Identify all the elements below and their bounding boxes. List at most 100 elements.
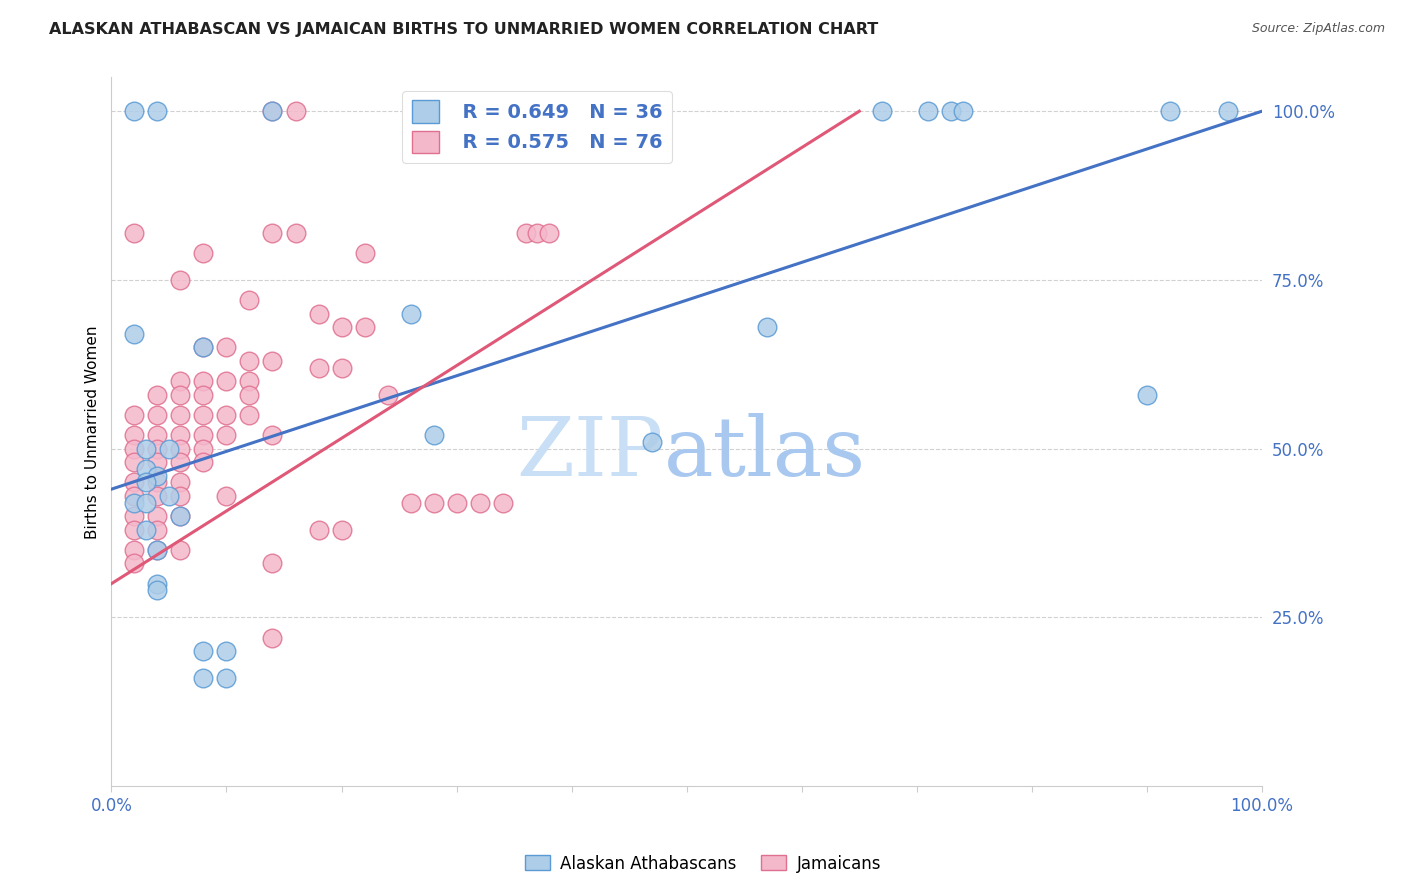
Point xyxy=(446,496,468,510)
Text: Source: ZipAtlas.com: Source: ZipAtlas.com xyxy=(1251,22,1385,36)
Point xyxy=(135,462,157,476)
Text: ALASKAN ATHABASCAN VS JAMAICAN BIRTHS TO UNMARRIED WOMEN CORRELATION CHART: ALASKAN ATHABASCAN VS JAMAICAN BIRTHS TO… xyxy=(49,22,879,37)
Point xyxy=(262,104,284,119)
Point xyxy=(146,428,169,442)
Point xyxy=(641,434,664,449)
Point xyxy=(468,496,491,510)
Point xyxy=(238,354,260,368)
Point xyxy=(238,387,260,401)
Point xyxy=(169,475,191,490)
Point xyxy=(124,455,146,469)
Point xyxy=(308,360,330,375)
Point xyxy=(146,523,169,537)
Point xyxy=(124,509,146,524)
Point xyxy=(308,307,330,321)
Point xyxy=(124,557,146,571)
Point xyxy=(491,496,513,510)
Point xyxy=(146,387,169,401)
Point xyxy=(135,475,157,490)
Point xyxy=(146,509,169,524)
Point xyxy=(157,489,180,503)
Point xyxy=(422,428,444,442)
Point xyxy=(146,104,169,119)
Point xyxy=(872,104,894,119)
Legend: Alaskan Athabascans, Jamaicans: Alaskan Athabascans, Jamaicans xyxy=(519,848,887,880)
Point xyxy=(193,387,215,401)
Point xyxy=(169,408,191,422)
Point xyxy=(169,455,191,469)
Y-axis label: Births to Unmarried Women: Births to Unmarried Women xyxy=(86,325,100,539)
Point xyxy=(146,442,169,456)
Point xyxy=(169,428,191,442)
Point xyxy=(124,523,146,537)
Point xyxy=(169,442,191,456)
Point xyxy=(169,374,191,388)
Point xyxy=(193,428,215,442)
Point xyxy=(146,468,169,483)
Point xyxy=(146,475,169,490)
Point xyxy=(238,374,260,388)
Point xyxy=(917,104,939,119)
Point xyxy=(169,542,191,557)
Point xyxy=(135,442,157,456)
Point xyxy=(124,442,146,456)
Point xyxy=(262,104,284,119)
Point xyxy=(284,226,307,240)
Point xyxy=(169,489,191,503)
Point xyxy=(193,340,215,354)
Point xyxy=(284,104,307,119)
Point xyxy=(262,631,284,645)
Point xyxy=(941,104,963,119)
Point xyxy=(135,496,157,510)
Point xyxy=(169,509,191,524)
Point xyxy=(330,320,353,334)
Point xyxy=(124,428,146,442)
Point xyxy=(124,408,146,422)
Point xyxy=(146,576,169,591)
Point xyxy=(399,307,422,321)
Point xyxy=(1216,104,1239,119)
Point xyxy=(215,644,238,658)
Point xyxy=(146,408,169,422)
Point xyxy=(262,226,284,240)
Point xyxy=(262,557,284,571)
Point xyxy=(146,542,169,557)
Point xyxy=(193,246,215,260)
Point xyxy=(262,428,284,442)
Point xyxy=(193,455,215,469)
Point xyxy=(124,489,146,503)
Text: atlas: atlas xyxy=(664,413,866,493)
Point xyxy=(330,523,353,537)
Point xyxy=(146,455,169,469)
Point xyxy=(135,523,157,537)
Point xyxy=(262,354,284,368)
Point xyxy=(215,374,238,388)
Point xyxy=(238,408,260,422)
Point xyxy=(1136,387,1159,401)
Point xyxy=(238,293,260,308)
Point xyxy=(193,340,215,354)
Point xyxy=(215,340,238,354)
Point xyxy=(515,104,537,119)
Point xyxy=(124,542,146,557)
Point xyxy=(526,226,548,240)
Point xyxy=(193,442,215,456)
Point xyxy=(377,387,399,401)
Point xyxy=(124,496,146,510)
Point xyxy=(399,496,422,510)
Point xyxy=(169,273,191,287)
Point xyxy=(193,374,215,388)
Legend:   R = 0.649   N = 36,   R = 0.575   N = 76: R = 0.649 N = 36, R = 0.575 N = 76 xyxy=(402,91,672,163)
Point xyxy=(193,644,215,658)
Point xyxy=(330,360,353,375)
Point xyxy=(515,226,537,240)
Point xyxy=(215,671,238,685)
Point xyxy=(215,428,238,442)
Point xyxy=(1159,104,1181,119)
Point xyxy=(124,326,146,341)
Point xyxy=(146,489,169,503)
Point xyxy=(537,104,560,119)
Point xyxy=(952,104,974,119)
Point xyxy=(215,408,238,422)
Point xyxy=(169,509,191,524)
